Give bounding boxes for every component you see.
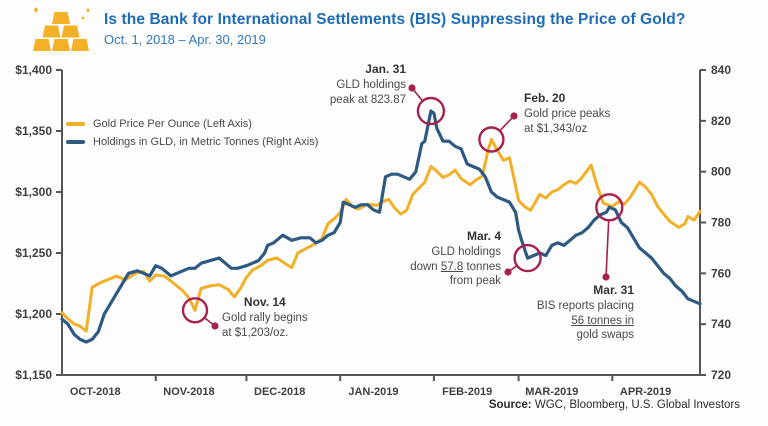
right-axis-tick-label: 780 bbox=[711, 216, 731, 230]
x-axis-month-label: DEC-2018 bbox=[254, 386, 305, 398]
gld-holdings-line bbox=[60, 109, 702, 344]
legend-item-gold-price: Gold Price Per Ounce (Left Axis) bbox=[66, 118, 318, 130]
annotation-dot-mar4 bbox=[504, 268, 512, 276]
x-axis-month-label: NOV-2018 bbox=[163, 386, 214, 398]
x-axis-month-label: JAN-2019 bbox=[348, 386, 398, 398]
legend-swatch-gold bbox=[66, 122, 85, 126]
left-axis-tick-label: $1,350 bbox=[15, 124, 52, 138]
annotation-line: peak at 823.87 bbox=[329, 93, 406, 106]
right-axis-tick-label: 760 bbox=[711, 266, 731, 280]
annotation-title: Feb. 20 bbox=[524, 91, 566, 105]
annotation-dot-jan31 bbox=[408, 84, 416, 92]
annotation-circle-mar4 bbox=[513, 243, 542, 273]
annotation-nov14: Nov. 14 Gold rally begins at $1,203/oz. bbox=[222, 295, 308, 340]
legend-swatch-gld bbox=[66, 140, 85, 144]
annotation-title: Mar. 31 bbox=[593, 283, 634, 297]
annotation-circle-jan31 bbox=[416, 96, 446, 126]
annotation-line: down 57.8 tonnes bbox=[410, 260, 501, 273]
right-axis-tick-label: 800 bbox=[711, 165, 731, 179]
right-axis-tick-label: 820 bbox=[711, 114, 731, 128]
chart-legend: Gold Price Per Ounce (Left Axis) Holdings… bbox=[66, 118, 318, 154]
annotation-mar4: Mar. 4 GLD holdings down 57.8 tonnes from p… bbox=[410, 229, 501, 289]
annotation-line: GLD holdings bbox=[336, 78, 406, 91]
annotation-dot-feb20 bbox=[510, 112, 518, 120]
annotation-circle-feb20 bbox=[478, 126, 505, 153]
left-axis-tick-label: $1,200 bbox=[15, 307, 52, 321]
annotation-line: gold swaps bbox=[576, 329, 634, 342]
annotation-feb20: Feb. 20 Gold price peaks at $1,343/oz bbox=[524, 91, 610, 136]
annotation-line: at $1,343/oz bbox=[524, 122, 588, 135]
annotation-line: BIS reports placing bbox=[536, 299, 634, 312]
annotation-title: Jan. 31 bbox=[365, 62, 406, 76]
annotation-line: 56 tonnes in bbox=[571, 314, 634, 327]
annotation-jan31: Jan. 31 GLD holdings peak at 823.87 bbox=[330, 62, 406, 107]
left-axis-tick-label: $1,300 bbox=[15, 185, 52, 199]
left-axis-tick-label: $1,400 bbox=[15, 63, 52, 77]
annotation-line: at $1,203/oz. bbox=[222, 326, 289, 339]
page-title: Is the Bank for International Settlement… bbox=[104, 11, 686, 28]
annotation-circle-mar31 bbox=[595, 193, 624, 222]
legend-label: Gold Price Per Ounce (Left Axis) bbox=[93, 118, 252, 130]
x-axis-month-label: MAR-2019 bbox=[525, 386, 578, 398]
source-label: Source: bbox=[488, 399, 532, 411]
source-note: Source: WGC, Bloomberg, U.S. Global Inve… bbox=[489, 399, 740, 411]
source-text: WGC, Bloomberg, U.S. Global Investors bbox=[534, 399, 740, 411]
annotation-leader-mar31 bbox=[605, 220, 610, 278]
right-axis-tick-label: 840 bbox=[711, 63, 731, 77]
annotation-line: Gold price peaks bbox=[524, 107, 611, 120]
left-axis-tick-label: $1,150 bbox=[15, 368, 52, 382]
page-subtitle: Oct. 1, 2018 – Apr. 30, 2019 bbox=[104, 32, 266, 47]
right-axis-tick-label: 720 bbox=[711, 368, 731, 382]
annotation-circle-nov14 bbox=[181, 297, 209, 324]
annotation-dot-mar31 bbox=[602, 273, 610, 281]
annotation-line: from peak bbox=[449, 275, 501, 288]
annotation-title: Mar. 4 bbox=[466, 229, 501, 243]
annotation-line: Gold rally begins bbox=[222, 311, 308, 324]
annotation-title: Nov. 14 bbox=[243, 295, 286, 309]
x-axis-month-label: OCT-2018 bbox=[70, 386, 121, 398]
left-axis-tick-label: $1,250 bbox=[15, 246, 52, 260]
annotation-dot-nov14 bbox=[211, 322, 219, 330]
gold-price-line bbox=[60, 138, 702, 333]
right-axis-tick-label: 740 bbox=[711, 317, 731, 331]
x-axis-month-label: FEB-2019 bbox=[442, 386, 492, 398]
annotation-mar31: Mar. 31 BIS reports placing 56 tonnes in go… bbox=[537, 283, 634, 343]
x-axis-month-label: APR-2019 bbox=[620, 386, 671, 398]
legend-label: Holdings in GLD, in Metric Tonnes (Right… bbox=[93, 136, 319, 148]
annotation-line: GLD holdings bbox=[431, 245, 501, 258]
gold-bars-icon bbox=[30, 6, 94, 57]
legend-item-gld-holdings: Holdings in GLD, in Metric Tonnes (Right… bbox=[66, 136, 318, 148]
